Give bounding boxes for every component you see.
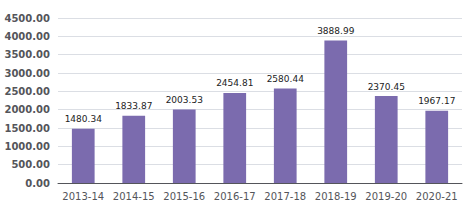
svg-text:2017-18: 2017-18 — [264, 191, 306, 202]
svg-text:1500.00: 1500.00 — [4, 123, 50, 134]
svg-text:1967.17: 1967.17 — [418, 96, 455, 106]
svg-text:2020-21: 2020-21 — [416, 191, 458, 202]
svg-text:500.00: 500.00 — [11, 159, 50, 170]
svg-text:4500.00: 4500.00 — [4, 13, 50, 24]
svg-text:1480.34: 1480.34 — [65, 114, 102, 124]
svg-text:2015-16: 2015-16 — [163, 191, 205, 202]
svg-text:3888.99: 3888.99 — [317, 26, 354, 36]
svg-text:2454.81: 2454.81 — [216, 78, 253, 88]
svg-text:2019-20: 2019-20 — [365, 191, 407, 202]
svg-text:2000.00: 2000.00 — [4, 104, 50, 115]
svg-text:2014-15: 2014-15 — [113, 191, 155, 202]
svg-text:2370.45: 2370.45 — [368, 82, 405, 92]
svg-text:1833.87: 1833.87 — [115, 101, 152, 111]
svg-text:4000.00: 4000.00 — [4, 31, 50, 42]
svg-text:2018-19: 2018-19 — [315, 191, 357, 202]
svg-text:2013-14: 2013-14 — [62, 191, 104, 202]
svg-text:3500.00: 3500.00 — [4, 49, 50, 60]
svg-text:3000.00: 3000.00 — [4, 68, 50, 79]
svg-text:1000.00: 1000.00 — [4, 141, 50, 152]
svg-text:2016-17: 2016-17 — [214, 191, 256, 202]
svg-text:2500.00: 2500.00 — [4, 86, 50, 97]
svg-text:2003.53: 2003.53 — [166, 95, 203, 105]
svg-text:0.00: 0.00 — [25, 178, 50, 189]
svg-text:2580.44: 2580.44 — [267, 74, 304, 84]
